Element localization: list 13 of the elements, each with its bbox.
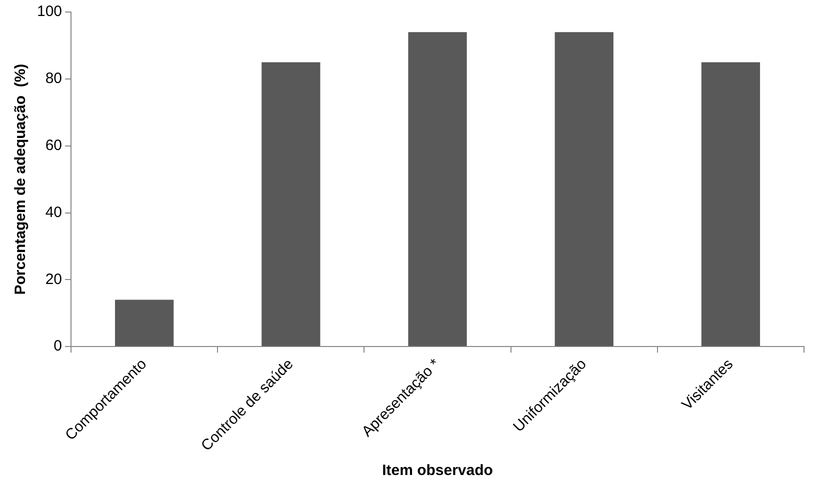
bar	[262, 62, 320, 346]
bar	[701, 62, 760, 346]
bar	[115, 300, 174, 346]
y-tick-label: 20	[45, 270, 62, 288]
y-tick-label: 80	[45, 70, 62, 88]
x-axis-title: Item observado	[382, 462, 493, 480]
y-tick-label: 60	[45, 136, 62, 154]
y-tick-label: 40	[45, 204, 62, 221]
y-axis-title: Porcentagem de adequação (%)	[12, 64, 30, 295]
bar	[408, 32, 467, 346]
y-tick-label: 0	[54, 338, 62, 355]
y-tick-label: 100	[36, 3, 62, 20]
bar	[554, 32, 614, 346]
